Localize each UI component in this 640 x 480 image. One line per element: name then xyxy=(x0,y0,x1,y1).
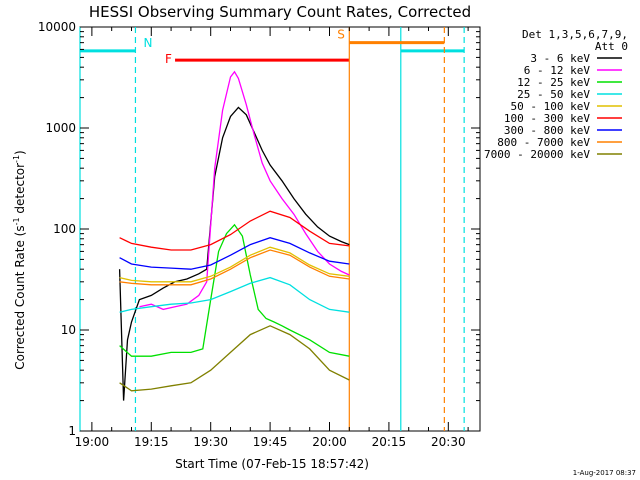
legend-entry-label: 100 - 300 keV xyxy=(504,112,590,125)
y-axis-ticks: 1 10 100 1000 10000 xyxy=(38,20,480,438)
series-line-3 xyxy=(119,276,350,313)
flare-interval-label: F xyxy=(165,52,172,66)
chart-title: HESSI Observing Summary Count Rates, Cor… xyxy=(89,3,471,21)
series-line-0 xyxy=(118,106,350,401)
plot-frame xyxy=(79,26,481,432)
legend-entry-label: 6 - 12 keV xyxy=(524,64,591,77)
y-tick-label: 1 xyxy=(68,424,76,438)
legend-entry-label: 800 - 7000 keV xyxy=(497,136,590,149)
series-layer xyxy=(118,70,350,401)
y-axis-label-end: ) xyxy=(13,150,27,155)
y-axis-label-sup1: -1 xyxy=(12,217,21,225)
y-axis-label-main: Corrected Count Rate (s xyxy=(13,225,27,369)
legend-header-line-1: Det 1,3,5,6,7,9, xyxy=(522,28,628,41)
series-line-4 xyxy=(119,246,350,283)
series-line-6 xyxy=(119,237,350,270)
legend-entry-label: 50 - 100 keV xyxy=(511,100,591,113)
y-axis-label: Corrected Count Rate (s-1 detector-1) xyxy=(12,150,27,369)
series-line-7 xyxy=(119,249,350,286)
y-axis-label-sup2: -1 xyxy=(12,155,21,163)
plot-border xyxy=(79,26,481,432)
y-tick-label: 1000 xyxy=(45,121,76,135)
y-tick-label: 10 xyxy=(61,323,76,337)
footer-timestamp: 1-Aug-2017 08:37 xyxy=(573,469,636,477)
x-axis-ticks: 19:00 19:15 19:30 19:45 20:00 20:15 20:30 xyxy=(75,27,469,449)
legend-entry-label: 7000 - 20000 keV xyxy=(484,148,590,161)
x-tick-label: 19:00 xyxy=(75,435,110,449)
x-tick-label: 20:15 xyxy=(372,435,407,449)
x-tick-label: 19:15 xyxy=(134,435,169,449)
legend-header-line-2: Att 0 xyxy=(595,40,628,53)
x-tick-label: 20:30 xyxy=(431,435,466,449)
y-tick-label: 100 xyxy=(53,222,76,236)
saa-interval-label: S xyxy=(337,28,345,42)
night-interval-label: N xyxy=(143,36,152,50)
series-line-1 xyxy=(139,70,350,311)
legend-entry-label: 12 - 25 keV xyxy=(517,76,590,89)
series-line-8 xyxy=(119,325,350,392)
y-tick-label: 10000 xyxy=(38,20,76,34)
series-line-2 xyxy=(119,223,350,357)
annotation-layer: NF S xyxy=(79,27,465,431)
x-tick-label: 19:45 xyxy=(253,435,288,449)
legend-entry-label: 3 - 6 keV xyxy=(530,52,590,65)
x-tick-label: 20:00 xyxy=(312,435,347,449)
legend-entry-label: 25 - 50 keV xyxy=(517,88,590,101)
legend-entry-label: 300 - 800 keV xyxy=(504,124,590,137)
series-line-5 xyxy=(119,210,350,251)
x-tick-label: 19:30 xyxy=(193,435,228,449)
y-axis-label-mid: detector xyxy=(13,163,27,218)
x-axis-label: Start Time (07-Feb-15 18:57:42) xyxy=(175,457,369,471)
